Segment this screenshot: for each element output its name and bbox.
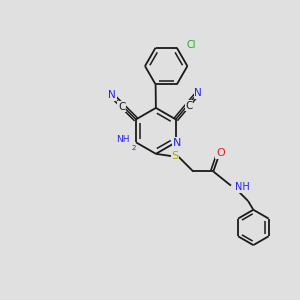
- Text: N: N: [194, 88, 202, 98]
- Text: N: N: [172, 138, 181, 148]
- Text: S: S: [172, 151, 178, 161]
- Text: O: O: [216, 148, 225, 158]
- Text: 2: 2: [132, 145, 136, 151]
- Text: Cl: Cl: [186, 40, 196, 50]
- Text: NH: NH: [116, 136, 130, 145]
- Text: N: N: [108, 90, 116, 100]
- Text: C: C: [185, 100, 193, 111]
- Text: NH: NH: [235, 182, 249, 192]
- Text: C: C: [118, 102, 125, 112]
